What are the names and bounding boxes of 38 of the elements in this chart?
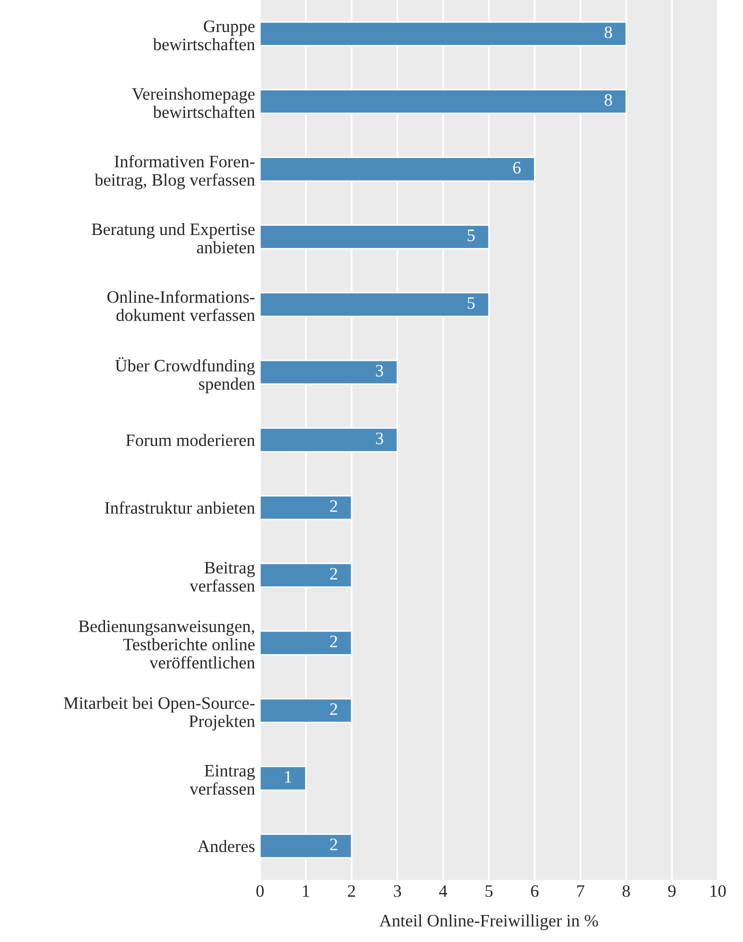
data-label: 2 (330, 568, 338, 580)
y-tick-label: Informativen Foren- beitrag, Blog verfassen (94, 155, 255, 190)
data-label: 5 (468, 297, 475, 309)
data-label: 8 (604, 26, 612, 38)
x-tick-label: 0 (256, 885, 264, 897)
data-label: 6 (513, 162, 521, 174)
x-axis-title: Anteil Online-Freiwilliger in % (379, 914, 598, 930)
x-tick-label: 1 (303, 885, 310, 897)
data-label: 2 (330, 500, 338, 512)
x-tick-label: 2 (348, 885, 355, 897)
y-tick-label: Infrastruktur anbieten (104, 501, 255, 514)
y-tick-label: Gruppe bewirtschaften (152, 20, 255, 50)
y-tick-label: Online-Informations- dokument verfassen (107, 290, 255, 322)
data-label: 1 (285, 771, 292, 782)
x-tick-label: 8 (622, 885, 630, 897)
y-tick-label: Forum moderieren (126, 434, 255, 446)
y-tick-label: Anderes (198, 840, 255, 852)
data-label: 3 (376, 364, 384, 377)
data-label: 8 (604, 94, 612, 106)
data-label: 2 (330, 838, 338, 850)
x-tick-label: 6 (531, 885, 538, 897)
y-tick-label: Bedienungsanweisungen, Testberichte online veröffentlichen (78, 620, 255, 669)
data-label: 3 (376, 432, 384, 444)
data-label: 2 (330, 636, 338, 648)
y-tick-label: Beratung und Expertise anbieten (92, 222, 255, 254)
y-tick-label: Über Crowdfunding spenden (115, 357, 255, 394)
data-label: 2 (330, 703, 338, 715)
data-label: 5 (468, 230, 475, 242)
x-tick-label: 5 (486, 885, 493, 897)
x-tick-label: 10 (710, 885, 726, 897)
x-tick-label: 7 (577, 885, 584, 897)
y-tick-label: Mitarbeit bei Open-Source- Projekten (64, 696, 255, 731)
y-tick-label: Vereinshomepage bewirtschaften (132, 88, 255, 118)
y-tick-label: Beitrag verfassen (190, 562, 255, 592)
y-tick-label: Eintrag verfassen (190, 764, 255, 795)
x-tick-label: 3 (394, 885, 402, 897)
x-tick-label: 9 (668, 885, 676, 897)
x-tick-label: 4 (439, 885, 448, 897)
